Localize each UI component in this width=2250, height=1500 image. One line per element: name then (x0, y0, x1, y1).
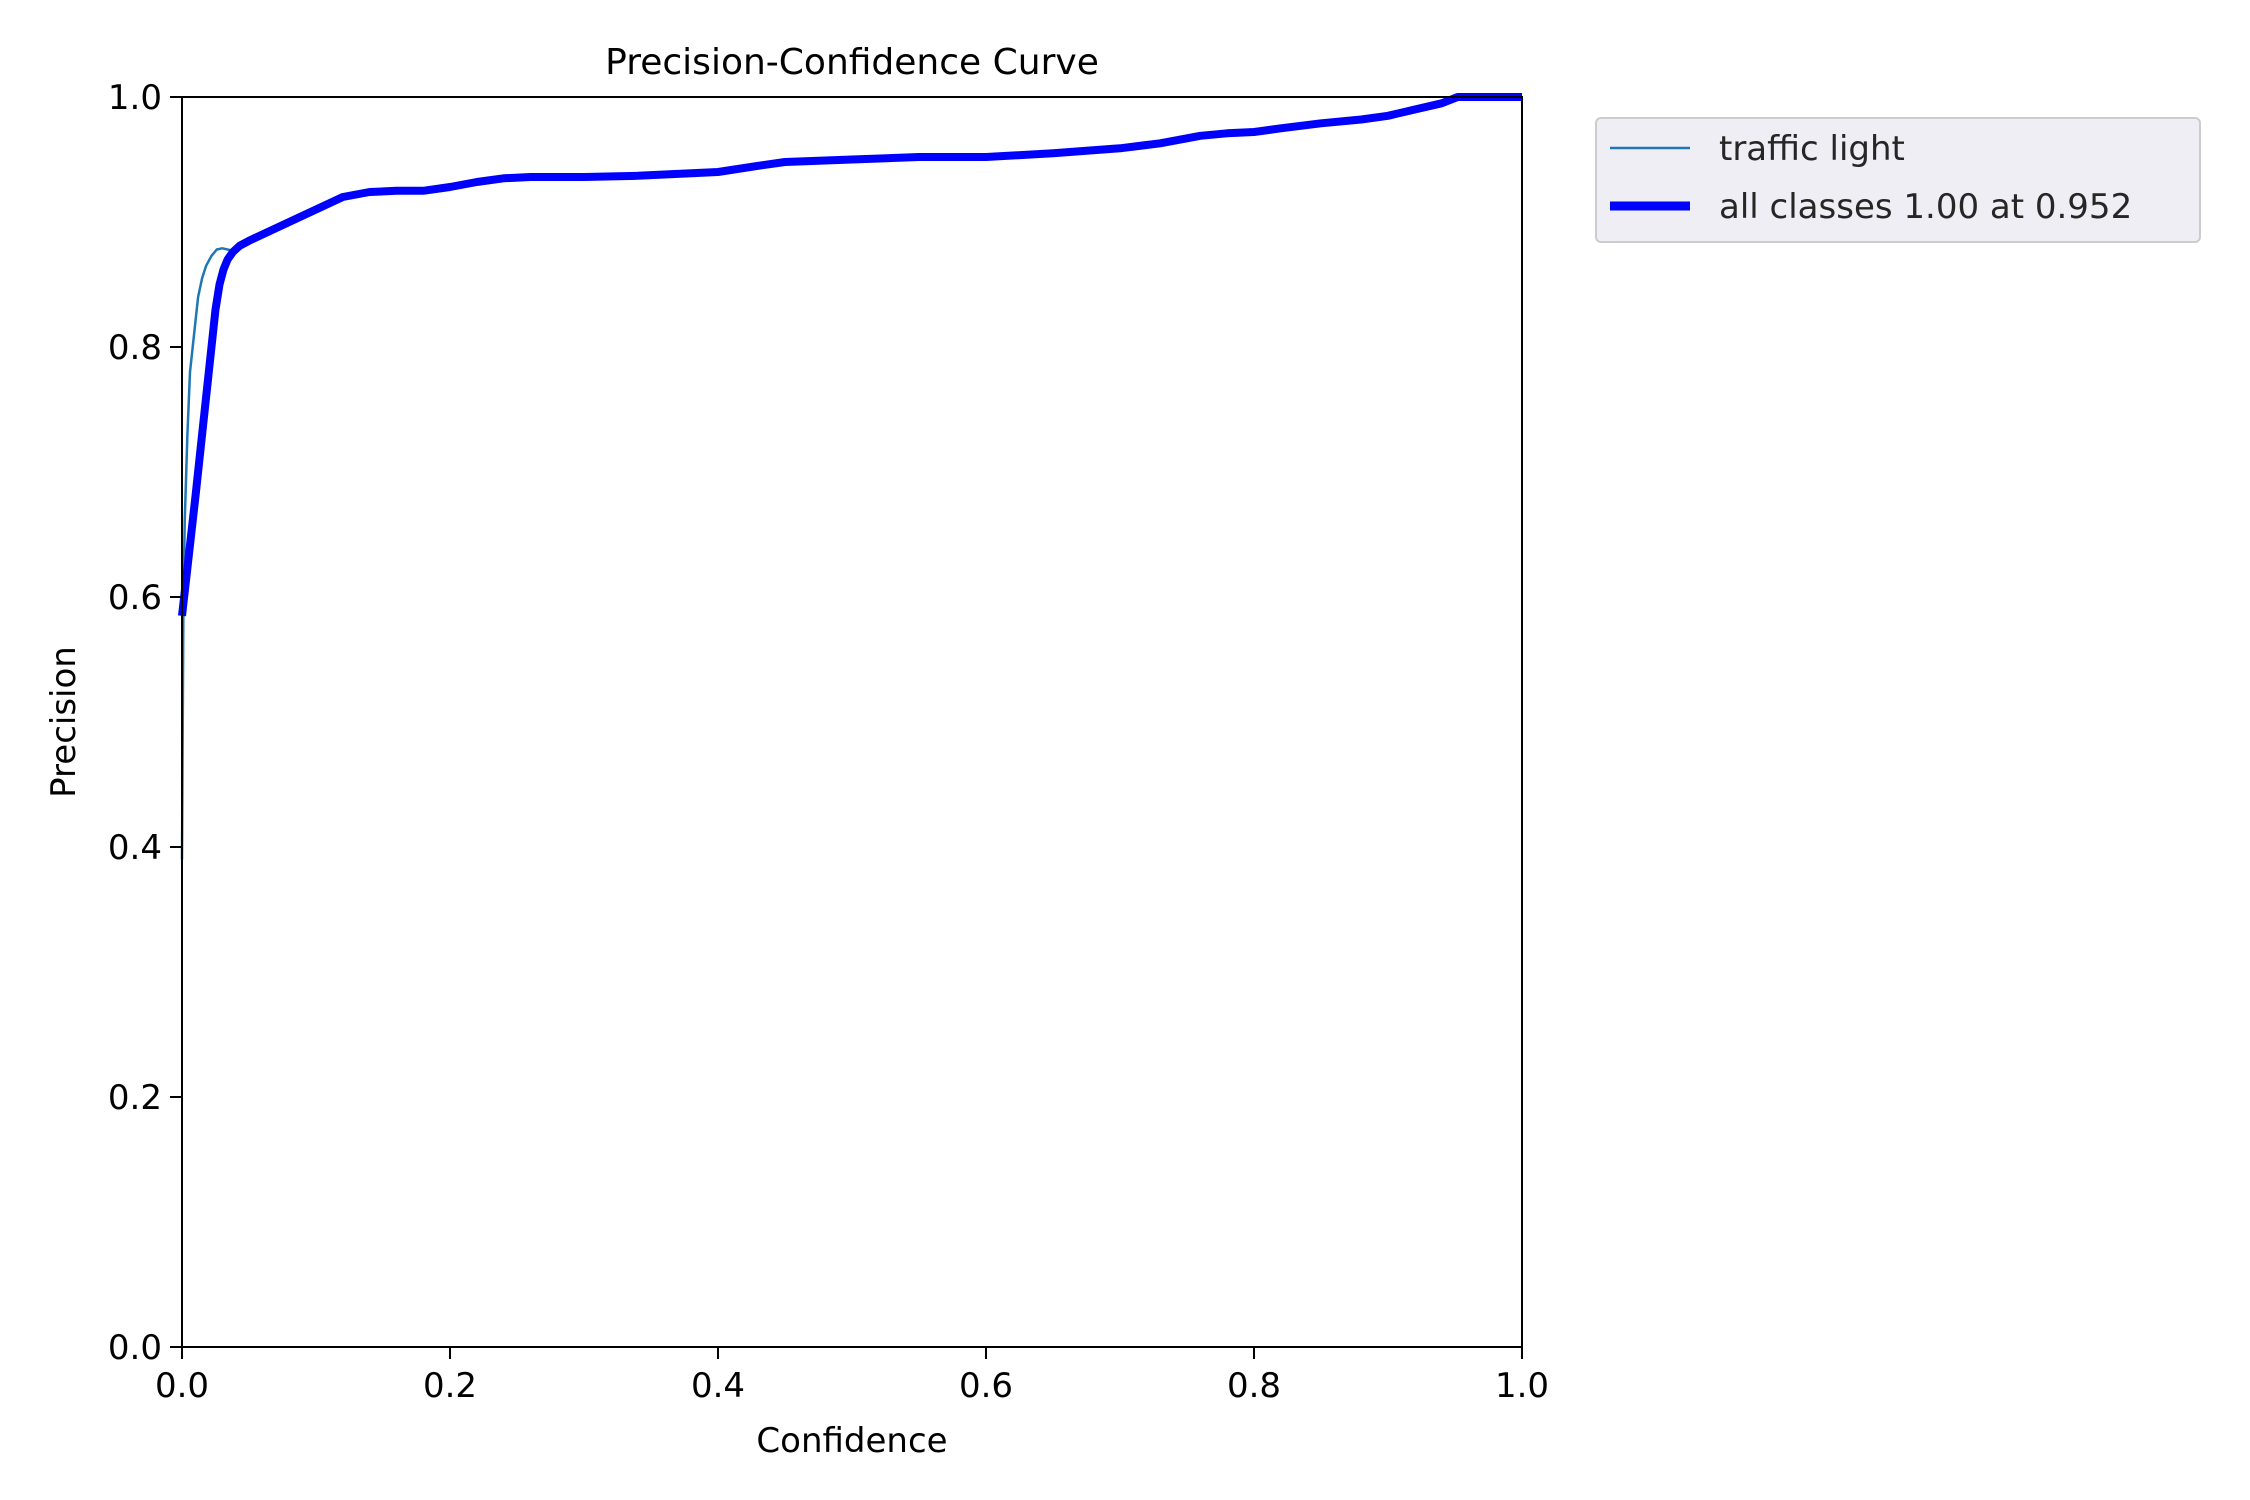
legend-label-traffic-light: traffic light (1719, 129, 1905, 169)
legend-box (1595, 117, 2201, 243)
x-tick-label: 0.0 (155, 1366, 209, 1406)
plot-area (182, 97, 1522, 1347)
x-axis-label: Confidence (756, 1421, 947, 1461)
legend: traffic light all classes 1.00 at 0.952 (1595, 117, 2201, 243)
y-tick-label: 1.0 (108, 78, 162, 118)
chart-title: Precision-Confidence Curve (605, 42, 1099, 83)
x-tick-label: 0.8 (1227, 1366, 1281, 1406)
y-tick-label: 0.8 (108, 328, 162, 368)
legend-label-all-classes: all classes 1.00 at 0.952 (1719, 187, 2132, 227)
x-tick-label: 1.0 (1495, 1366, 1549, 1406)
series-line-all-classes (178, 93, 1522, 617)
series-lines (178, 93, 1522, 860)
plot-frame (181, 96, 1523, 1348)
x-tick-label: 0.6 (959, 1366, 1013, 1406)
y-tick-label: 0.6 (108, 578, 162, 618)
y-tick-label: 0.4 (108, 828, 162, 868)
y-axis-ticks: 0.0 0.2 0.4 0.6 0.8 1.0 (108, 78, 182, 1368)
x-axis-ticks: 0.0 0.2 0.4 0.6 0.8 1.0 (155, 1347, 1549, 1406)
y-axis-label: Precision (44, 646, 84, 798)
y-tick-label: 0.0 (108, 1328, 162, 1368)
x-tick-label: 0.2 (423, 1366, 477, 1406)
y-tick-label: 0.2 (108, 1078, 162, 1118)
x-tick-label: 0.4 (691, 1366, 745, 1406)
